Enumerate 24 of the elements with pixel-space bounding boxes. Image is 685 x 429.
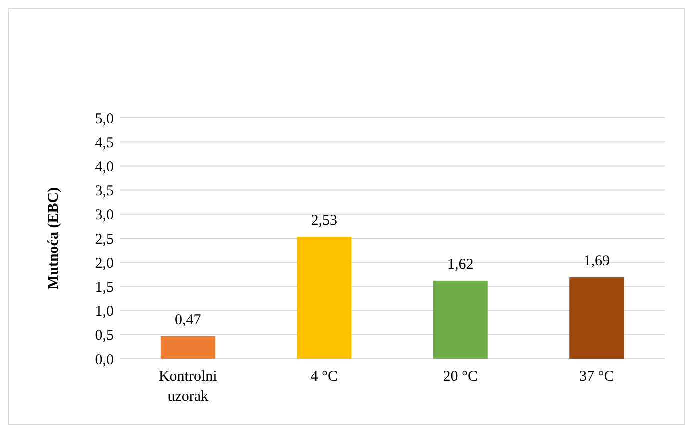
y-tick-label: 3,5 bbox=[95, 184, 114, 200]
y-tick-label: 2,5 bbox=[95, 232, 114, 248]
data-label: 1,69 bbox=[584, 254, 610, 270]
x-tick-label: Kontrolni uzorak bbox=[158, 369, 218, 405]
x-tick-label: 4 °C bbox=[310, 369, 338, 385]
x-tick-label: 20 °C bbox=[443, 369, 478, 385]
y-tick-label: 3,0 bbox=[95, 208, 114, 224]
y-tick-label: 5,0 bbox=[95, 111, 114, 128]
y-tick-label: 0,5 bbox=[95, 328, 114, 344]
bar bbox=[297, 237, 352, 359]
y-tick-label: 4,0 bbox=[95, 159, 114, 176]
y-tick-label: 2,0 bbox=[95, 256, 114, 272]
x-tick-label: 37 °C bbox=[579, 369, 614, 385]
y-tick-label: 4,5 bbox=[95, 135, 114, 152]
bar bbox=[433, 280, 488, 359]
y-axis-title: Mutnoća (EBC) bbox=[46, 187, 62, 290]
data-label: 2,53 bbox=[311, 213, 338, 230]
data-label: 1,62 bbox=[448, 256, 474, 273]
y-tick-label: 0,0 bbox=[95, 352, 114, 368]
y-tick-label: 1,5 bbox=[95, 280, 114, 296]
data-label: 0,47 bbox=[175, 312, 202, 328]
y-tick-label: 1,0 bbox=[95, 304, 114, 320]
bar bbox=[570, 278, 624, 359]
bar bbox=[160, 336, 216, 359]
